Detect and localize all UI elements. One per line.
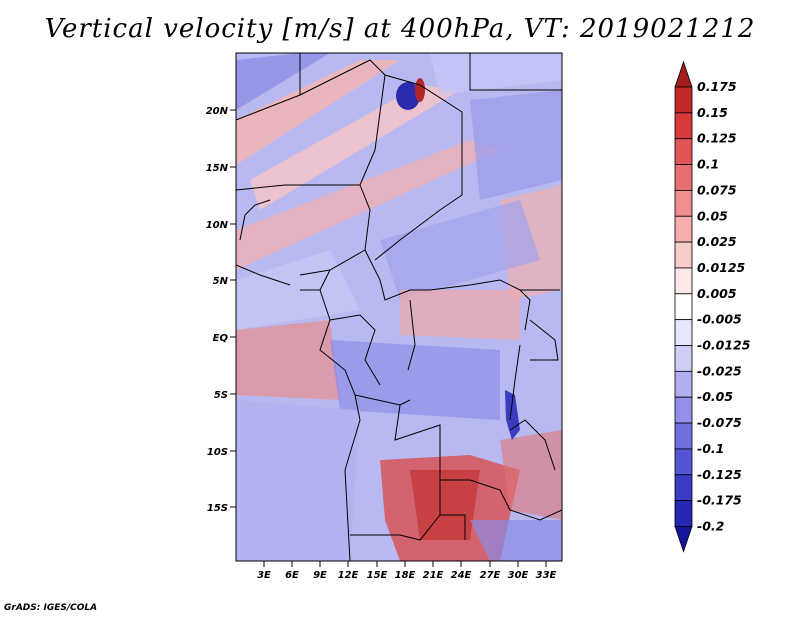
- colorbar-cell: [674, 319, 693, 346]
- colorbar-label: 0.15: [697, 105, 728, 120]
- latitude-axis: 20N 15N 10N 5N EQ 5S 10S 15S: [206, 106, 236, 514]
- colorbar-bottom-arrow: [674, 526, 693, 553]
- lon-label-12e: 12E: [338, 570, 359, 581]
- colorbar-cell: [674, 422, 693, 450]
- lat-label-10n: 10N: [206, 220, 229, 231]
- colorbar-label: 0.05: [697, 208, 728, 223]
- lat-label-5s: 5S: [214, 390, 228, 401]
- lat-label-5n: 5N: [213, 276, 229, 287]
- lon-label-9e: 9E: [313, 570, 327, 581]
- colorbar-label: 0.1: [697, 157, 719, 172]
- country-borders: [236, 53, 562, 561]
- colorbar-cell: [674, 396, 693, 424]
- lon-label-6e: 6E: [285, 570, 299, 581]
- lat-label-eq: EQ: [213, 333, 229, 344]
- lon-label-15e: 15E: [367, 570, 388, 581]
- colorbar-label: 0.175: [697, 79, 737, 94]
- map-frame: [235, 52, 563, 562]
- colorbar-cell: [674, 164, 693, 191]
- colorbar-label: -0.075: [697, 415, 742, 430]
- colorbar-cell: [674, 267, 693, 295]
- colorbar-cell: [674, 448, 693, 476]
- colorbar-top-arrow: [674, 60, 693, 88]
- map-title: Vertical velocity [m/s] at 400hPa, VT: 2…: [44, 14, 756, 44]
- colorbar-cell: [674, 345, 693, 372]
- lon-label-3e: 3E: [257, 570, 271, 581]
- lon-label-27e: 27E: [480, 570, 501, 581]
- colorbar-label: 0.005: [697, 286, 737, 301]
- colorbar-label: -0.05: [697, 389, 733, 404]
- colorbar-label: -0.0125: [697, 338, 751, 353]
- colorbar-cell: [674, 112, 693, 140]
- colorbar-cell: [674, 189, 693, 217]
- colorbar-label: 0.125: [697, 131, 737, 146]
- colorbar-label: -0.025: [697, 363, 742, 378]
- colorbar-label: -0.1: [697, 441, 724, 456]
- colorbar-label: 0.0125: [697, 260, 746, 275]
- longitude-axis: 3E 6E 9E 12E 15E 18E 21E 24E 27E 30E 33E: [257, 561, 557, 581]
- grads-credit: GrADS: IGES/COLA: [4, 603, 98, 613]
- colorbar-cell: [674, 474, 693, 502]
- colorbar-cell: [674, 370, 693, 398]
- colorbar-cell: [674, 500, 693, 527]
- colorbar-label: 0.075: [697, 182, 737, 197]
- lon-label-24e: 24E: [451, 570, 472, 581]
- colorbar-label: -0.005: [697, 312, 742, 327]
- colorbar-label: -0.175: [697, 493, 742, 508]
- lon-label-18e: 18E: [395, 570, 416, 581]
- colorbar: 0.175 0.15 0.125 0.1 0.075 0.05 0.025 0.0125 0.0…: [674, 60, 751, 553]
- colorbar-cell: [674, 138, 693, 165]
- colorbar-cell: [674, 215, 693, 243]
- lon-label-21e: 21E: [423, 570, 444, 581]
- lat-label-15s: 15S: [207, 503, 228, 514]
- colorbar-label: -0.125: [697, 467, 742, 482]
- lat-label-20n: 20N: [206, 106, 229, 117]
- lon-label-33e: 33E: [536, 570, 557, 581]
- lon-label-30e: 30E: [508, 570, 529, 581]
- colorbar-cell: [674, 293, 693, 321]
- colorbar-cell: [674, 86, 693, 114]
- colorbar-label: 0.025: [697, 234, 737, 249]
- colorbar-cell: [674, 241, 693, 269]
- colorbar-label: -0.2: [697, 518, 724, 533]
- lat-label-10s: 10S: [207, 447, 228, 458]
- vertical-velocity-field: [236, 53, 562, 561]
- lat-label-15n: 15N: [206, 163, 229, 174]
